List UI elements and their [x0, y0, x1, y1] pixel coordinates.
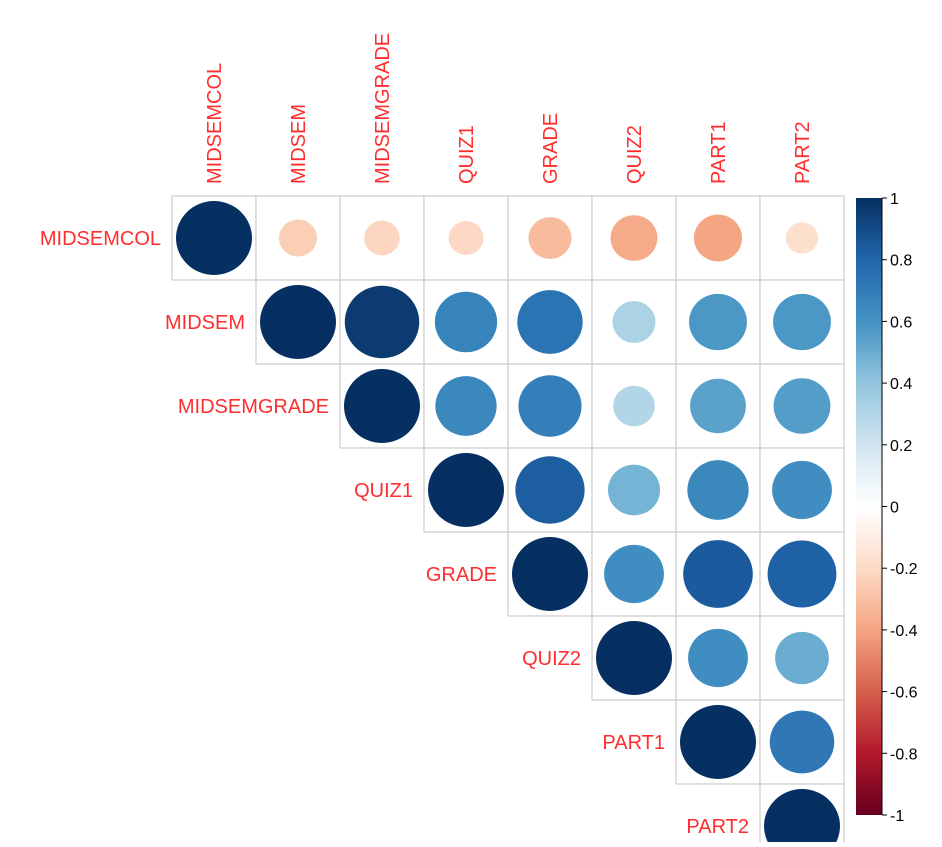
corr-circle-midsem-midsem	[260, 285, 336, 359]
corr-circle-quiz1-grade	[515, 456, 585, 524]
row-label-midsemgrade: MIDSEMGRADE	[178, 396, 329, 418]
corr-circle-midsemcol-part2	[785, 222, 819, 254]
colorbar-tick-label: 0.2	[890, 438, 912, 455]
corr-circle-midsemgrade-midsemgrade	[344, 369, 420, 443]
corr-circle-midsem-grade	[517, 290, 583, 354]
colorbar-tick-label: 1	[890, 191, 899, 208]
corr-circle-midsemcol-midsem	[279, 219, 317, 257]
row-label-grade: GRADE	[426, 564, 497, 586]
label-layer: MIDSEMCOL MIDSEM MIDSEMGRADE QUIZ1 GRADE QUIZ…	[40, 33, 814, 838]
corr-circle-midsem-part2	[773, 293, 831, 351]
colorbar-tick-label: -0.4	[890, 623, 918, 640]
corr-circle-quiz2-part2	[775, 631, 829, 685]
corr-circle-midsemgrade-part1	[690, 378, 746, 434]
corr-circle-quiz1-quiz2	[607, 464, 661, 516]
row-label-quiz1: QUIZ1	[354, 480, 413, 502]
row-label-quiz2: QUIZ2	[522, 648, 581, 670]
colorbar-tick-label: -1	[890, 808, 904, 825]
corr-circle-midsemcol-quiz1	[448, 221, 484, 255]
column-label-midsemcol: MIDSEMCOL	[204, 63, 226, 184]
corr-circle-quiz2-quiz2	[596, 621, 672, 695]
corr-circle-midsem-midsemgrade	[344, 285, 420, 359]
column-label-midsem: MIDSEM	[288, 104, 310, 184]
column-label-part1: PART1	[708, 121, 730, 184]
column-label-part2: PART2	[792, 121, 814, 184]
corr-circle-grade-part2	[767, 540, 837, 608]
corr-circle-midsemcol-grade	[528, 217, 572, 259]
row-label-midsem: MIDSEM	[165, 312, 245, 334]
colorbar-tick-label: -0.2	[890, 561, 918, 578]
corr-circle-quiz2-part1	[688, 628, 748, 688]
grid-cell	[759, 195, 845, 281]
corr-circle-part2-part2	[764, 789, 840, 847]
colorbar-tick-label: -0.6	[890, 685, 918, 702]
colorbar-tick-label: -0.8	[890, 746, 918, 763]
colorbar-tick-label: 0.6	[890, 314, 912, 331]
colorbar-tick-label: 0.8	[890, 253, 912, 270]
corr-circle-part1-part1	[680, 705, 756, 779]
corr-circle-grade-part1	[683, 540, 753, 608]
corr-circle-midsemgrade-quiz1	[435, 376, 497, 436]
column-label-quiz1: QUIZ1	[456, 125, 478, 184]
colorbar-tick-label: 0.4	[890, 376, 912, 393]
circle-layer	[176, 201, 840, 847]
corr-circle-midsem-quiz2	[612, 301, 656, 343]
corr-circle-quiz1-quiz1	[428, 453, 504, 527]
column-label-quiz2: QUIZ2	[624, 125, 646, 184]
corr-circle-midsemgrade-quiz2	[613, 385, 655, 427]
corr-circle-midsemcol-part1	[693, 214, 743, 262]
corr-circle-midsemgrade-part2	[773, 378, 831, 434]
row-label-part1: PART1	[602, 732, 665, 754]
corr-circle-grade-quiz2	[604, 544, 664, 604]
row-label-midsemcol: MIDSEMCOL	[40, 228, 161, 250]
row-label-part2: PART2	[686, 816, 749, 838]
colorbar-tick-label: 0	[890, 500, 899, 517]
corr-circle-midsemcol-midsemgrade	[364, 220, 400, 256]
corr-circle-grade-grade	[512, 537, 588, 611]
colorbar-gradient	[856, 198, 882, 815]
corr-circle-midsemcol-quiz2	[610, 215, 658, 261]
corr-circle-midsemgrade-grade	[518, 375, 582, 437]
column-label-grade: GRADE	[540, 113, 562, 184]
corr-circle-midsemcol-midsemcol	[176, 201, 252, 275]
corr-circle-quiz1-part2	[772, 460, 832, 520]
column-label-midsemgrade: MIDSEMGRADE	[372, 33, 394, 184]
corr-circle-midsem-quiz1	[434, 291, 498, 353]
corr-circle-quiz1-part1	[687, 460, 749, 520]
colorbar: 1 0.8 0.6 0.4 0.2 0 -0.2 -0.4 -0.6 -0.8 -1	[856, 191, 918, 825]
corr-circle-part1-part2	[769, 710, 835, 774]
corr-circle-midsem-part1	[689, 293, 747, 351]
